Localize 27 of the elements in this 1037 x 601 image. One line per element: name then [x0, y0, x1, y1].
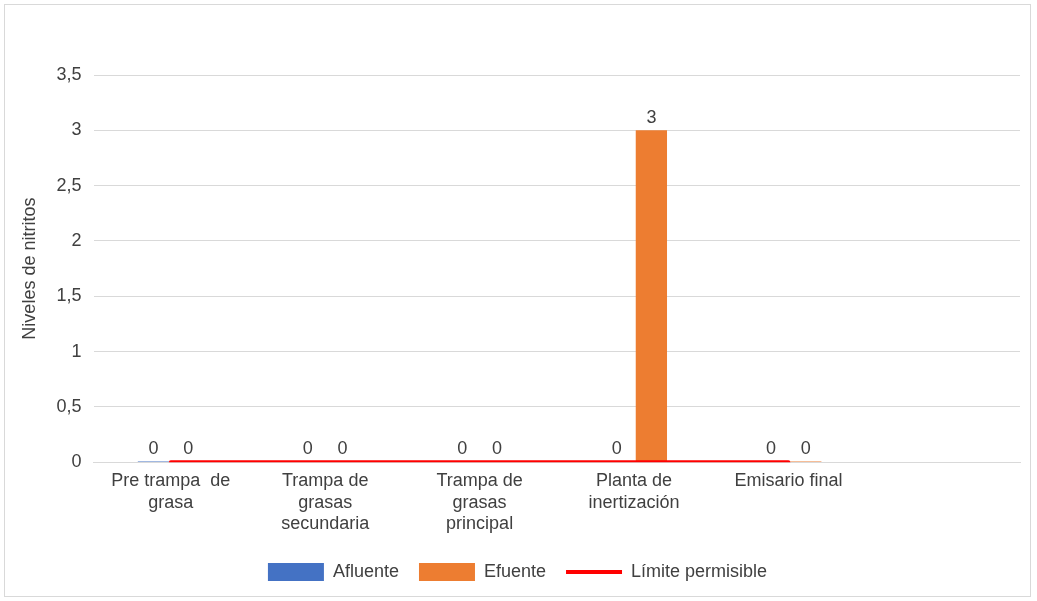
y-tick-label: 3,5	[56, 63, 82, 84]
y-tick-label: 3	[71, 119, 82, 140]
data-label: 0	[302, 438, 313, 459]
data-label: 0	[766, 438, 777, 459]
x-tick-label: Pre trampa de grasa	[111, 469, 231, 512]
x-tick-label: Trampa de grasas secundaria	[281, 469, 371, 534]
y-tick-label: 0,5	[56, 395, 82, 416]
data-label: 0	[491, 438, 502, 459]
legend-label: Efuente	[483, 560, 547, 581]
data-label: 3	[646, 107, 657, 128]
data-label: 0	[337, 438, 348, 459]
y-tick-label: 2,5	[56, 174, 82, 195]
legend-label: Afluente	[332, 560, 399, 581]
x-tick-label: Trampa de grasas principal	[436, 469, 523, 534]
data-label: 0	[611, 438, 622, 459]
y-axis-title: Niveles de nitritos	[18, 197, 39, 340]
x-tick-label: Planta de inertización	[588, 469, 680, 512]
x-tick-label: Emisario final	[734, 469, 843, 490]
y-tick-label: 0	[71, 451, 82, 472]
data-label: 0	[800, 438, 811, 459]
y-tick-label: 2	[71, 229, 82, 250]
data-label: 0	[183, 438, 194, 459]
y-tick-label: 1	[71, 340, 82, 361]
data-label: 0	[457, 438, 468, 459]
y-tick-label: 1,5	[56, 285, 82, 306]
data-label: 0	[148, 438, 159, 459]
legend-label: Límite permisible	[631, 560, 768, 581]
